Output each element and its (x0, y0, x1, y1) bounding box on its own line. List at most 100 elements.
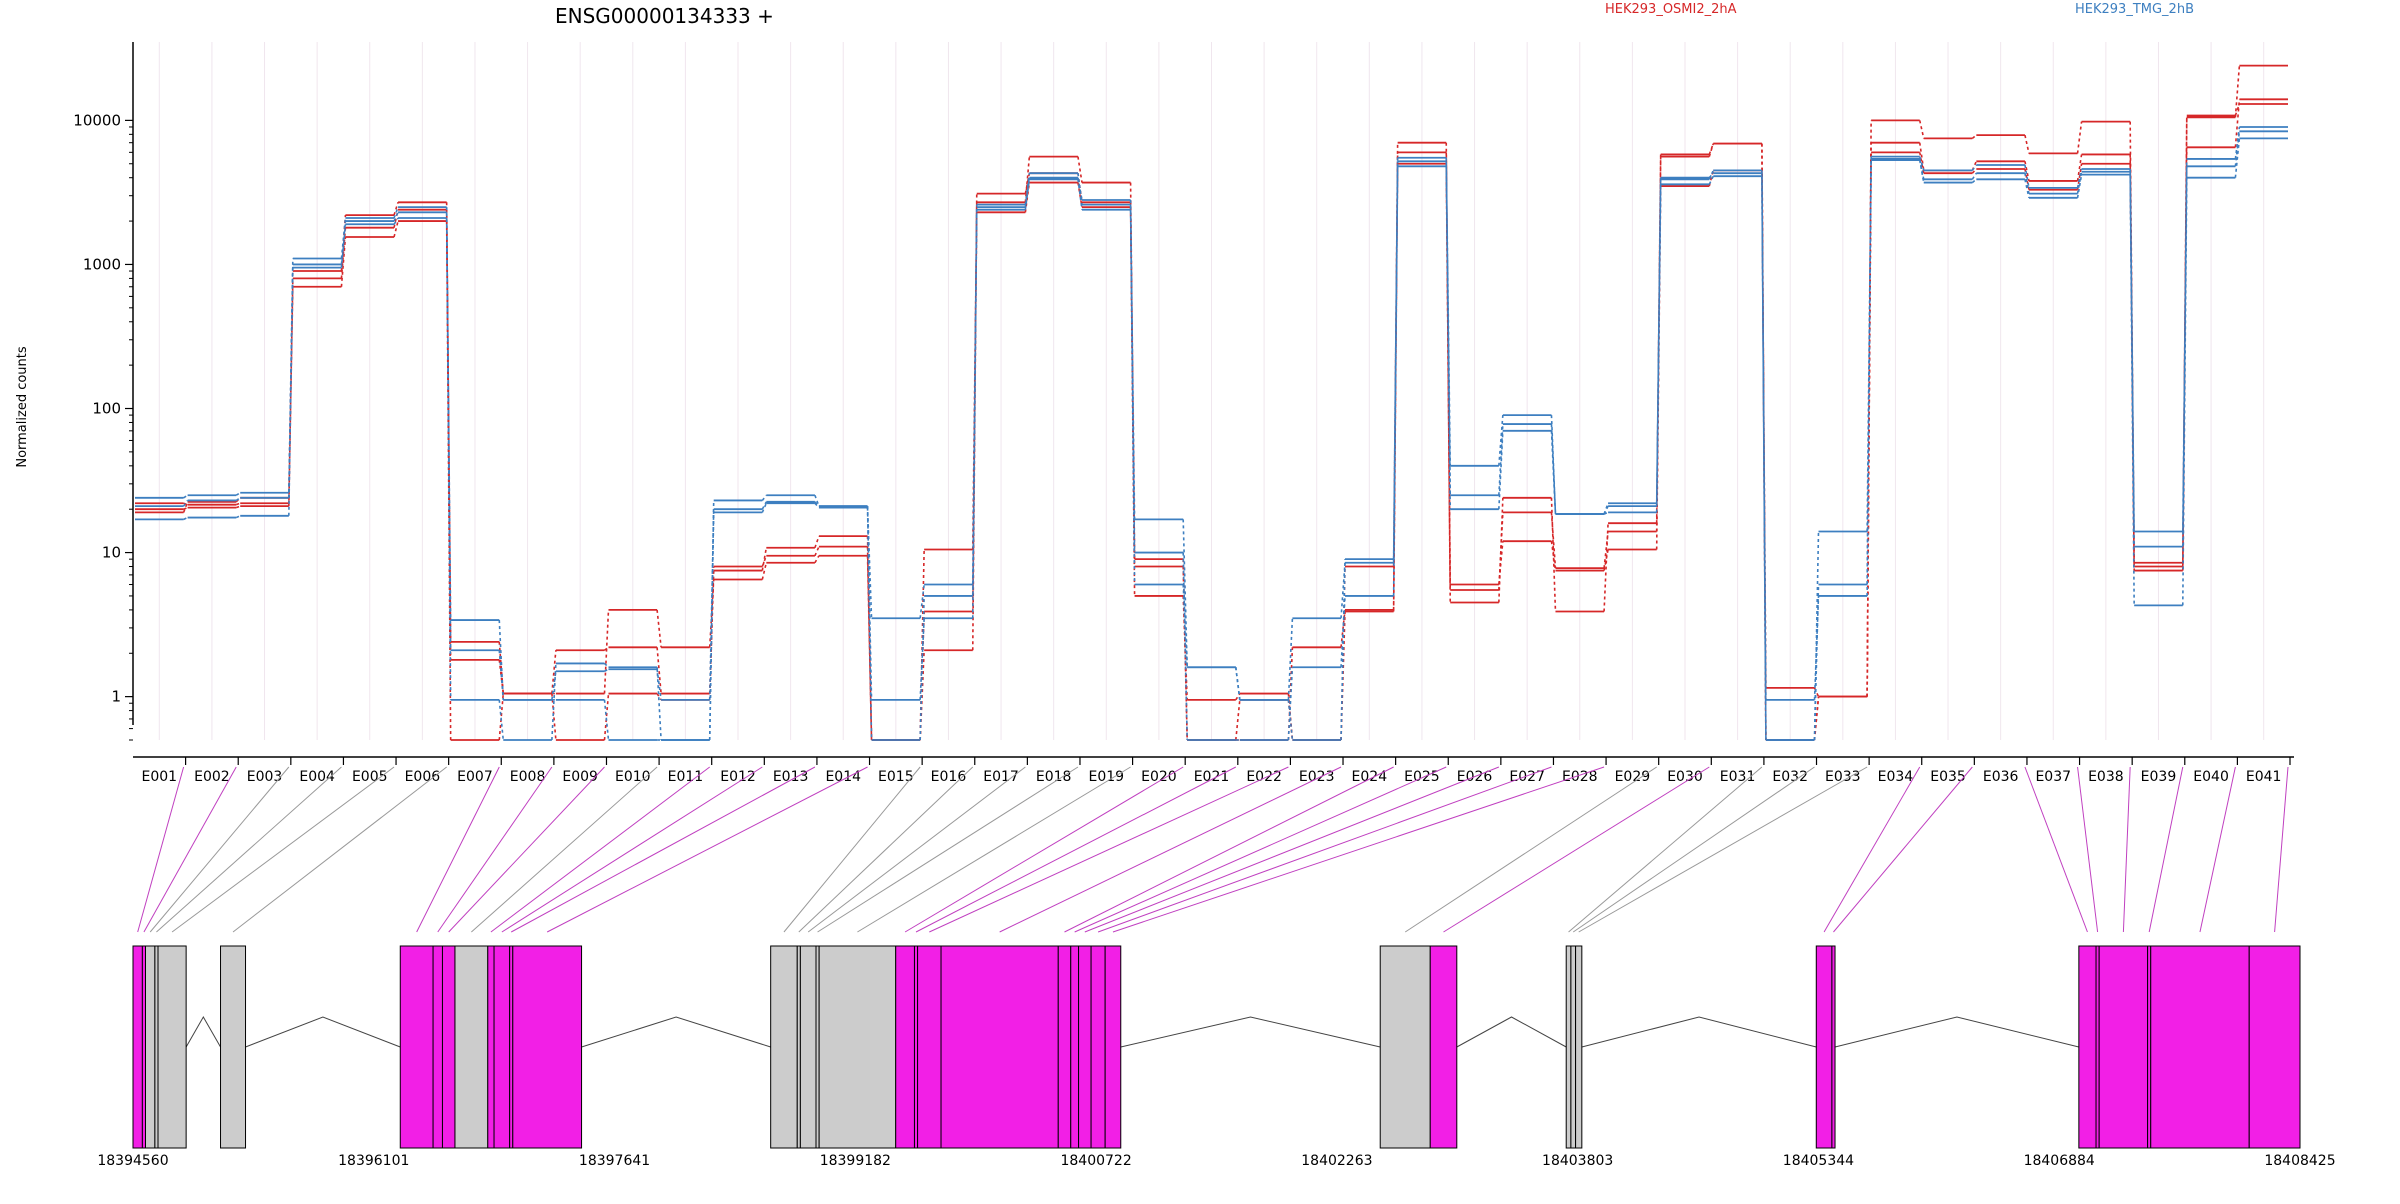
series-connector (2025, 135, 2029, 153)
genomic-coordinate-label: 18400722 (1060, 1153, 1131, 1169)
y-tick-label: 1 (111, 688, 121, 706)
x-tick-label: E023 (1299, 769, 1335, 785)
exon-connector (511, 767, 815, 932)
x-tick-label: E021 (1194, 769, 1230, 785)
x-tick-label: E020 (1141, 769, 1177, 785)
intron-line (246, 1017, 401, 1047)
series-connector (236, 493, 240, 495)
exon-box-E027 (1091, 946, 1105, 1148)
exon-box-E036 (2079, 946, 2096, 1148)
exon-connector (1573, 767, 1814, 932)
exon-connector (784, 767, 920, 932)
exon-box-E024 (1058, 946, 1071, 1148)
x-tick-label: E014 (825, 769, 861, 785)
exon-connector (156, 767, 341, 932)
exon-box-E017 (800, 946, 816, 1148)
exon-box-E023 (941, 946, 1058, 1148)
intron-line (1121, 1017, 1380, 1047)
exon-connector (2200, 767, 2235, 932)
x-tick-label: E032 (1772, 769, 1808, 785)
exon-connector (1833, 767, 1972, 932)
series-connector (1762, 173, 1766, 740)
genomic-coordinate-label: 18396101 (338, 1153, 409, 1169)
exon-box-E031 (1566, 946, 1571, 1148)
exon-connector (1085, 767, 1499, 932)
legend-entry-osmi2: HEK293_OSMI2_2hA (1605, 2, 1737, 17)
exon-box-E001 (133, 946, 142, 1148)
exon-connector (502, 767, 762, 932)
exon-connector (438, 767, 552, 932)
x-tick-label: E035 (1930, 769, 1966, 785)
exon-connector (2123, 767, 2130, 932)
exon-connector (449, 767, 605, 932)
exon-box-E033 (1576, 946, 1582, 1148)
exon-box-E006 (221, 946, 246, 1148)
exon-box-E041 (2249, 946, 2300, 1148)
series-connector (1657, 184, 1661, 512)
exon-box-E014 (513, 946, 582, 1148)
series-connector (762, 495, 766, 500)
series-connector (657, 610, 661, 647)
x-tick-label: E039 (2141, 769, 2177, 785)
exon-box-E026 (1079, 946, 1092, 1148)
exon-connector (547, 767, 867, 932)
chart-title: ENSG00000134333 + (555, 4, 774, 28)
exon-box-E035 (1832, 946, 1835, 1148)
x-tick-label: E037 (2035, 769, 2071, 785)
series-connector (184, 508, 188, 510)
exon-box-E009 (442, 946, 455, 1148)
exon-connector (1000, 767, 1341, 932)
exon-box-E020 (896, 946, 915, 1148)
exon-box-E010 (455, 946, 488, 1148)
x-tick-label: E013 (773, 769, 809, 785)
exon-connector (1569, 767, 1762, 932)
exon-box-E025 (1071, 946, 1079, 1148)
y-tick-label: 100 (92, 400, 121, 418)
exon-connector (138, 767, 184, 932)
genomic-coordinate-label: 18403803 (1542, 1153, 1613, 1169)
exon-connector (417, 767, 500, 932)
series-connector (1972, 179, 1976, 182)
exon-connector (2275, 767, 2288, 932)
exon-box-E015 (771, 946, 798, 1148)
x-tick-label: E011 (668, 769, 704, 785)
series-connector (236, 503, 240, 504)
exon-connector (808, 767, 1025, 932)
exon-box-E038 (2099, 946, 2147, 1148)
intron-line (186, 1017, 220, 1047)
exon-box-E007 (400, 946, 433, 1148)
genomic-coordinate-label: 18408425 (2264, 1153, 2335, 1169)
exon-connector (471, 767, 657, 932)
y-axis-label: Normalized counts (15, 346, 30, 468)
x-tick-label: E003 (247, 769, 283, 785)
exon-box-E022 (918, 946, 941, 1148)
x-tick-label: E041 (2246, 769, 2282, 785)
x-tick-label: E033 (1825, 769, 1861, 785)
exon-connector (1065, 767, 1394, 932)
grid-layer (159, 42, 2263, 740)
series-connector (604, 610, 608, 694)
series-connector (1972, 173, 1976, 179)
x-tick-label: E016 (931, 769, 967, 785)
series-connector (815, 556, 819, 563)
series-connector (1657, 178, 1661, 504)
genomic-coordinate-label: 18406884 (2024, 1153, 2095, 1169)
exon-connector (233, 767, 447, 932)
series-connector (184, 518, 188, 520)
x-tick-label: E007 (457, 769, 493, 785)
series-connector (1499, 498, 1503, 603)
series-connector (815, 536, 819, 548)
series-connector (1972, 135, 1976, 138)
exon-connector (172, 767, 394, 932)
x-tick-label: E019 (1088, 769, 1124, 785)
genomic-coordinate-label: 18397641 (579, 1153, 650, 1169)
x-tick-label: E015 (878, 769, 914, 785)
x-tick-label: E025 (1404, 769, 1440, 785)
series-connector (2078, 122, 2082, 154)
exon-box-E034 (1816, 946, 1832, 1148)
exon-connector (2078, 767, 2098, 932)
exon-box-E008 (433, 946, 442, 1148)
